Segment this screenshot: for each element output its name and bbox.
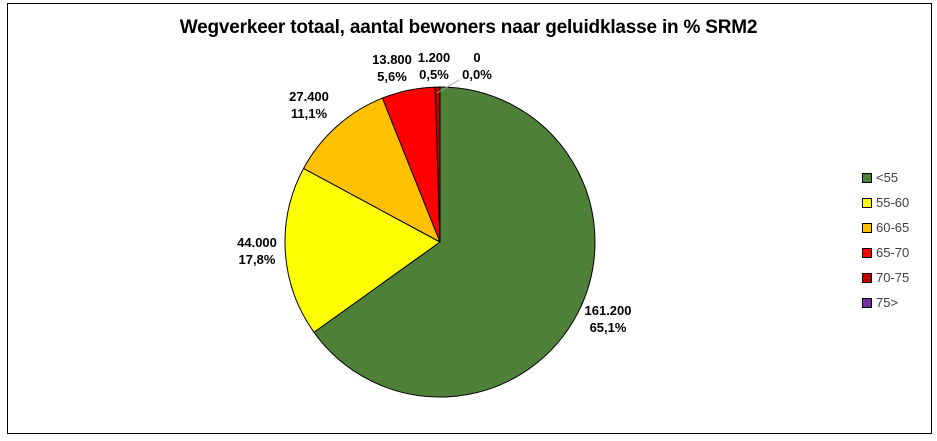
legend-label: <55	[876, 170, 899, 185]
slice-label-60-65: 27.400 11,1%	[289, 88, 329, 122]
slice-label-value: 0	[473, 50, 481, 65]
legend-item-70-75: 70-75	[862, 270, 910, 285]
slice-label-pct: 0,0%	[462, 67, 492, 82]
slice-label-pct: 5,6%	[377, 69, 407, 84]
slice-label-pct: 65,1%	[589, 320, 627, 335]
pie-slice-60-65	[302, 97, 441, 244]
legend-label: 60-65	[876, 220, 910, 235]
legend-swatch	[862, 197, 872, 208]
legend-item-lt55: <55	[862, 170, 909, 185]
slice-label-gt75: 0 0,0%	[462, 49, 492, 83]
slice-label-value: 27.400	[289, 89, 329, 104]
legend-swatch	[862, 222, 872, 233]
chart-legend: <55 55-60 60-65 65-70 70-75 75>	[862, 170, 910, 321]
slice-label-value: 13.800	[372, 52, 412, 67]
legend-label: 75>	[876, 295, 899, 310]
pie-slice-<55	[313, 86, 596, 398]
slice-label-lt55: 161.200 65,1%	[585, 302, 632, 336]
slice-label-pct: 17,8%	[238, 252, 276, 267]
legend-item-55-60: 55-60	[862, 195, 910, 210]
slice-label-70-75: 1.200 0,5%	[418, 49, 451, 83]
legend-item-gt75: 75>	[862, 295, 909, 310]
slice-label-value: 1.200	[417, 50, 451, 65]
slice-label-pct: 0,5%	[419, 67, 449, 82]
slice-label-value: 44.000	[237, 235, 277, 250]
pie-slice-55-60	[284, 167, 441, 333]
legend-label: 70-75	[876, 270, 910, 285]
slice-label-pct: 11,1%	[290, 106, 328, 121]
pie-slice-70-75	[434, 86, 441, 243]
legend-swatch	[862, 172, 872, 183]
legend-label: 65-70	[876, 245, 910, 260]
slice-label-value: 161.200	[584, 303, 632, 318]
legend-swatch	[862, 272, 872, 283]
label-leader-line	[436, 79, 460, 94]
legend-swatch	[862, 247, 872, 258]
slice-label-65-70: 13.800 5,6%	[372, 51, 412, 85]
legend-swatch	[862, 297, 872, 308]
legend-item-65-70: 65-70	[862, 245, 910, 260]
legend-label: 55-60	[876, 195, 910, 210]
legend-item-60-65: 60-65	[862, 220, 910, 235]
chart-title: Wegverkeer totaal, aantal bewoners naar …	[179, 17, 758, 38]
slice-label-55-60: 44.000 17,8%	[237, 234, 277, 268]
